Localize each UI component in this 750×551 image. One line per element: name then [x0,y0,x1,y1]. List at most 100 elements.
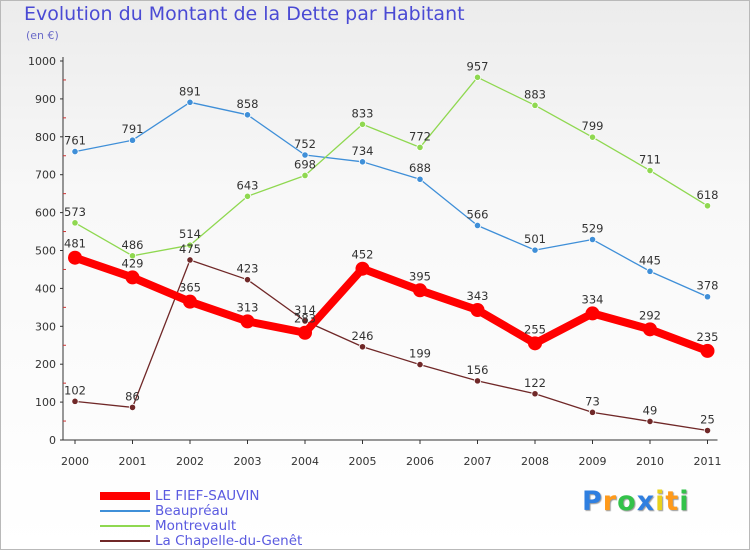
data-label: 858 [237,97,259,111]
y-tick-label: 700 [35,169,56,182]
logo-letter: i [655,486,666,517]
data-label: 698 [294,157,316,171]
data-point [528,336,542,351]
x-tick-label: 2001 [119,455,147,468]
data-label: 314 [294,303,316,317]
data-label: 283 [294,312,316,326]
data-point [71,147,79,156]
x-tick-label: 2002 [176,455,204,468]
data-point [416,360,424,369]
legend-label: Montrevault [155,518,237,534]
data-label: 752 [294,137,316,151]
data-point [71,397,79,405]
data-point [355,261,370,276]
y-tick-label: 300 [35,320,56,333]
data-point [703,293,712,301]
legend-label: La Chapelle-du-Genêt [155,533,303,549]
data-label: 445 [639,253,661,267]
data-point [588,235,597,244]
data-label: 25 [700,413,715,427]
y-tick-label: 400 [35,282,56,295]
logo-letter: i [679,486,690,517]
data-label: 292 [639,308,661,322]
data-label: 643 [237,178,259,192]
data-point [301,317,309,325]
data-point [358,158,367,166]
data-label: 734 [352,144,374,158]
data-point [703,202,712,210]
data-point [703,426,712,435]
data-label: 529 [582,222,604,236]
data-point [646,267,654,275]
data-label: 618 [697,188,719,202]
y-tick-label: 0 [49,434,56,447]
x-tick-label: 2009 [579,455,607,468]
legend-label: LE FIEF-SAUVIN [155,488,260,504]
value-labels: 102 86 475 423 314 246 199 156 122 73 49 25 761 791 89… [64,59,718,426]
data-point [531,390,539,398]
data-point [358,120,367,128]
legend-swatch [100,492,150,500]
data-point [298,325,312,340]
data-label: 378 [697,279,719,293]
proxiti-logo: Proxiti [582,486,690,517]
logo-letter: x [636,486,656,517]
y-tick-label: 800 [35,131,56,144]
data-label: 833 [352,106,374,120]
data-label: 429 [122,256,144,270]
data-point [243,111,252,119]
x-tick-label: 2008 [521,455,549,468]
x-tick-label: 2007 [464,455,492,468]
data-label: 199 [409,347,431,361]
data-label: 313 [237,300,259,314]
data-label: 49 [643,403,658,417]
data-label: 711 [639,153,661,167]
data-point [643,322,657,337]
data-label: 501 [524,232,546,246]
data-label: 156 [467,363,489,377]
data-point [128,252,137,260]
data-label: 566 [467,207,489,221]
data-label: 423 [237,262,259,276]
data-point [473,73,482,81]
data-point [128,403,137,412]
x-tick-label: 2011 [694,455,722,468]
data-point [700,343,715,358]
data-point [588,133,597,141]
data-label: 883 [524,87,546,101]
data-label: 799 [582,119,604,133]
x-tick-label: 2000 [61,455,89,468]
data-label: 688 [409,161,431,175]
data-point [301,151,309,159]
data-point [125,270,140,285]
data-point [71,219,79,227]
chart-subtitle: (en €) [26,29,59,42]
data-label: 452 [352,248,374,262]
logo-letter: r [602,486,618,517]
data-label: 475 [179,242,201,256]
data-point [585,306,600,321]
y-tick-label: 1000 [28,55,56,68]
data-point [470,303,485,318]
data-label: 334 [582,292,604,306]
data-label: 122 [524,376,546,390]
data-point [243,192,252,200]
data-point [646,417,654,426]
x-tick-label: 2010 [636,455,664,468]
y-tick-label: 100 [35,396,56,409]
logo-letter: o [617,486,637,517]
data-label: 573 [64,205,86,219]
data-point [128,136,137,144]
legend-swatch [100,540,150,542]
data-point [183,294,197,309]
data-point [186,241,194,249]
x-tick-label: 2003 [234,455,262,468]
series-line [71,253,712,355]
legend-swatch [100,510,150,512]
data-point [358,343,367,351]
series-line [74,101,709,298]
y-tick-label: 900 [35,93,56,106]
data-label: 891 [179,84,201,98]
data-label: 73 [585,394,600,408]
